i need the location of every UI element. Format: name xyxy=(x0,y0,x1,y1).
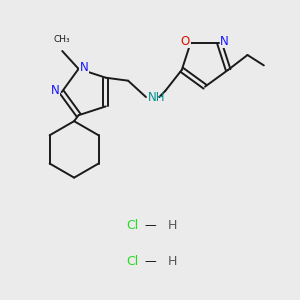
Text: O: O xyxy=(181,34,190,48)
Text: Cl: Cl xyxy=(126,255,138,268)
Text: H: H xyxy=(168,219,177,232)
Text: H: H xyxy=(168,255,177,268)
Text: —: — xyxy=(144,219,156,232)
Text: CH₃: CH₃ xyxy=(54,34,70,43)
Text: Cl: Cl xyxy=(126,219,138,232)
Text: NH: NH xyxy=(147,91,165,103)
Text: N: N xyxy=(51,84,60,97)
Text: —: — xyxy=(144,255,156,268)
Text: N: N xyxy=(220,34,229,48)
Text: N: N xyxy=(80,61,88,74)
